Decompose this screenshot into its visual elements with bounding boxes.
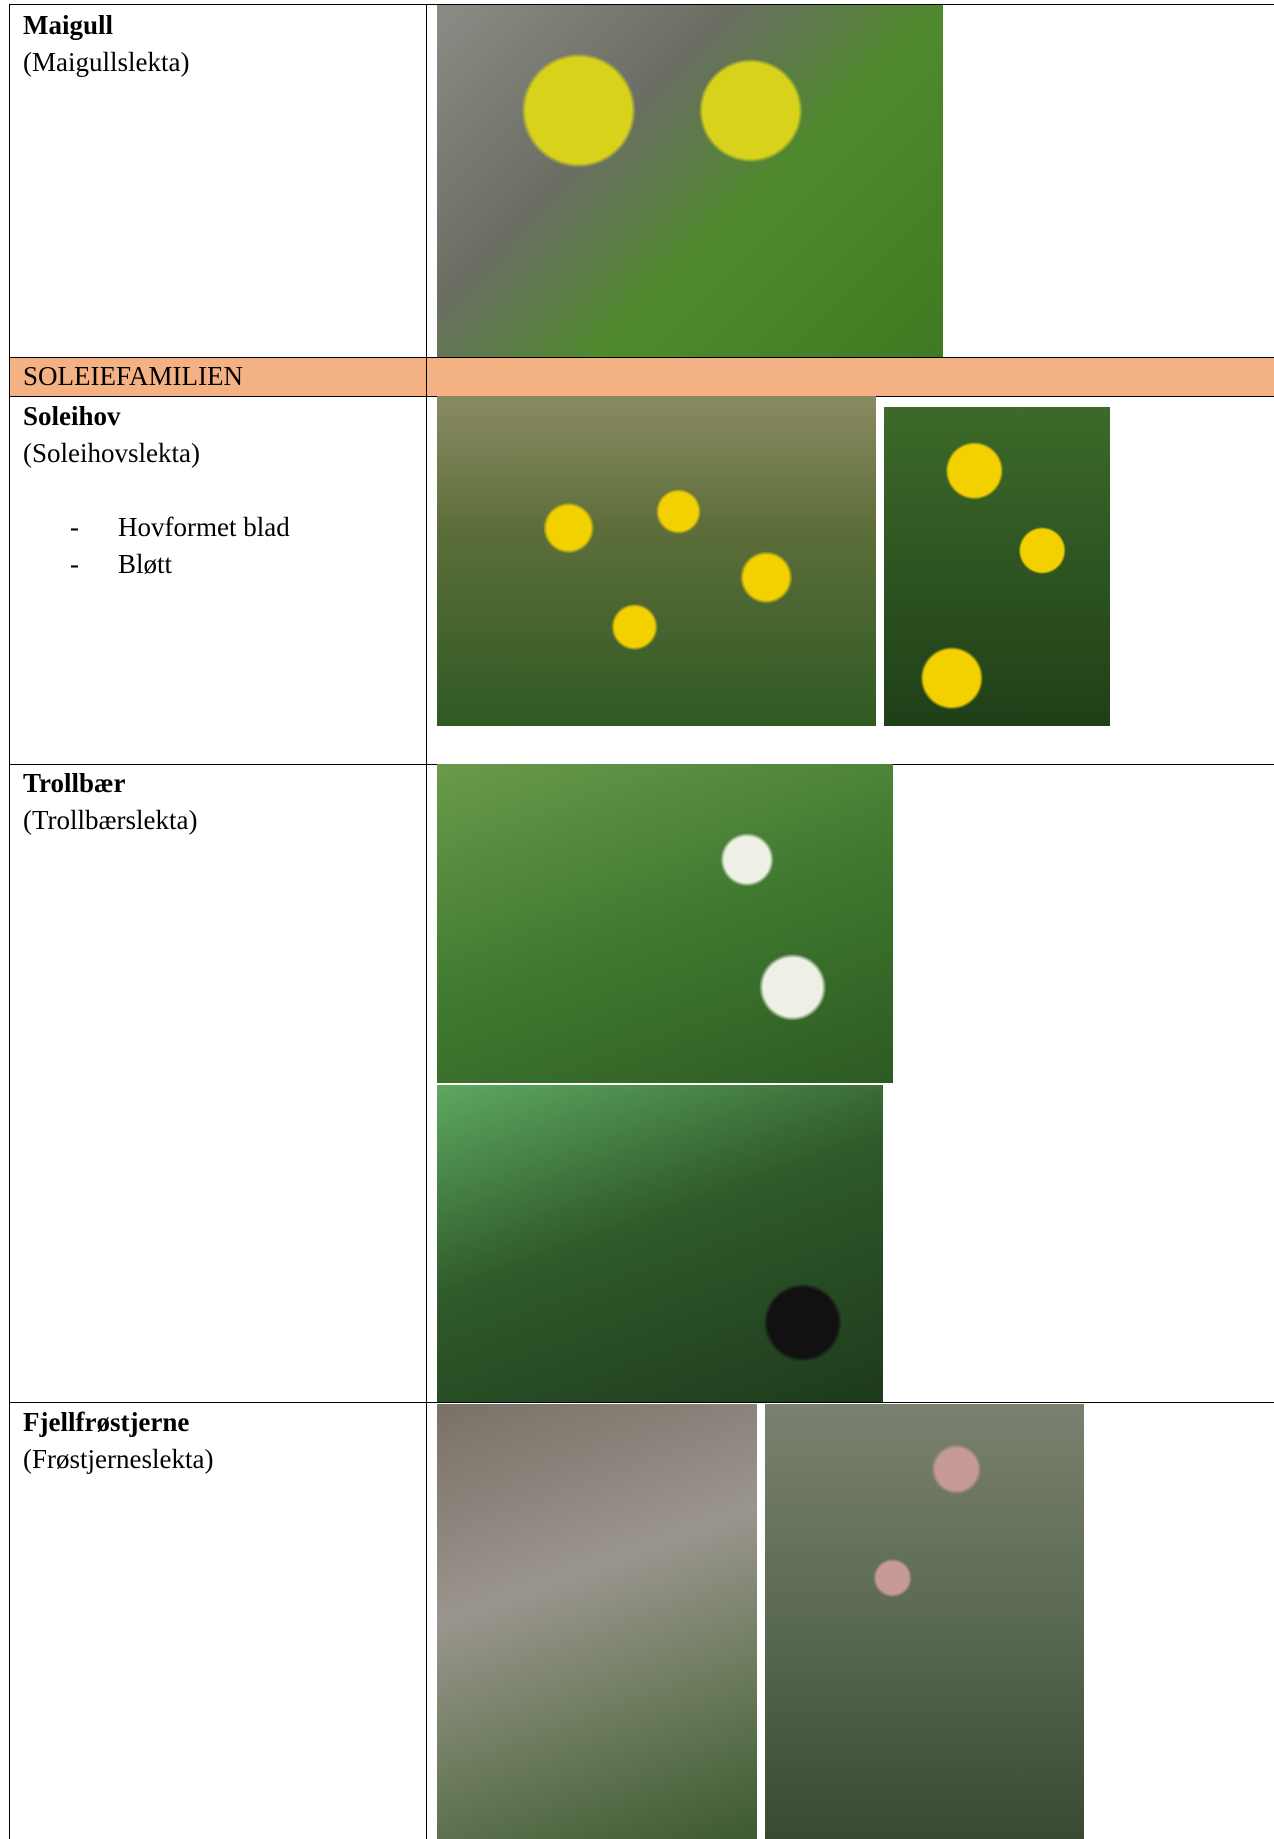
row-line [9,4,1274,5]
genus: (Maigullslekta) [23,47,190,77]
col-line [9,4,10,1839]
note: Bløtt [118,549,173,579]
photo [437,1404,757,1839]
list-marker: - [70,512,79,542]
photo [437,764,893,1083]
row-line [9,1402,1274,1403]
species-name: Fjellfrøstjerne [23,1407,190,1437]
list-marker: - [70,549,79,579]
genus: (Soleihovslekta) [23,438,200,468]
photo [437,5,943,357]
photo [884,407,1110,726]
species-name: Trollbær [23,768,126,798]
genus: (Trollbærslekta) [23,805,198,835]
photo [437,396,876,726]
species-name: Soleihov [23,401,121,431]
family-row-bg [9,357,1274,396]
photo [437,1085,883,1402]
genus: (Frøstjerneslekta) [23,1444,214,1474]
family-name: SOLEIEFAMILIEN [23,361,243,391]
species-name: Maigull [23,10,114,40]
col-line [426,4,427,1839]
photo [765,1404,1084,1839]
note: Hovformet blad [118,512,290,542]
row-line [9,357,1274,358]
